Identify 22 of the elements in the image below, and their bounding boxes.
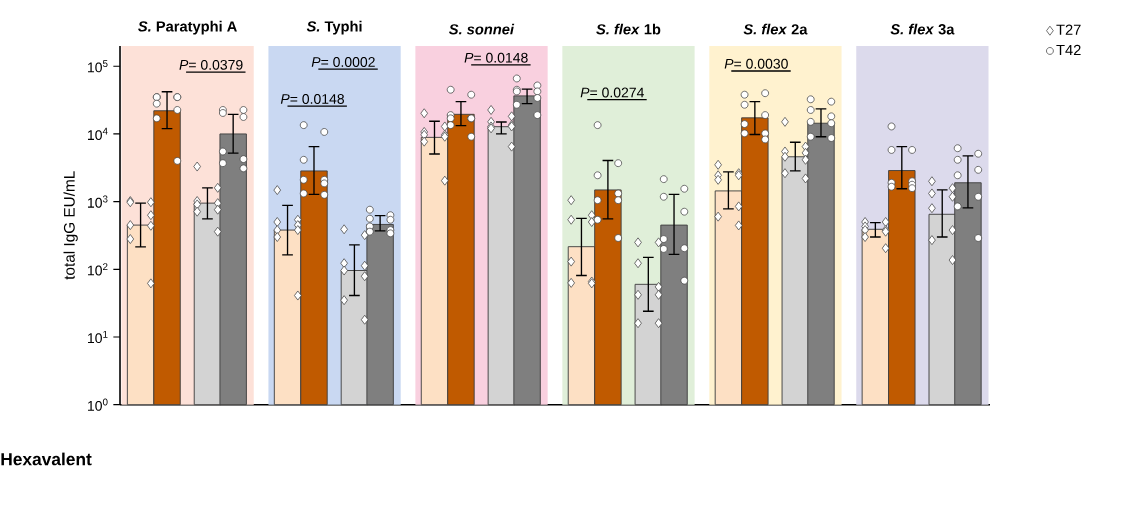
y-tick-label: 10$^{2}$	[88, 263, 108, 276]
x-tick-label: S. sonnei	[448, 23, 515, 35]
y-tick-label: 10$^{3}$	[88, 195, 108, 208]
x-tick-label: S. flex 3a	[890, 23, 955, 35]
x-tick-label: S. Paratyphi A	[138, 20, 237, 35]
annotation: P= 0.0002	[311, 57, 375, 67]
text: Hexavalent	[1, 452, 92, 466]
x-tick-label: S. Typhi	[306, 20, 362, 35]
x-tick-label: S. flex 1b	[596, 23, 661, 35]
y-tick-label: 10$^{5}$	[88, 60, 108, 73]
legend-label: T42	[1056, 44, 1081, 56]
annotation: P= 0.0274	[580, 87, 644, 98]
annotation: P= 0.0379	[179, 59, 243, 70]
y-axis-title: total IgG EU/mL	[63, 171, 78, 280]
legend-label: T27	[1056, 24, 1081, 35]
y-tick-label: 10$^{1}$	[88, 330, 108, 344]
annotation: P= 0.0030	[724, 58, 788, 69]
annotation: P= 0.0148	[464, 52, 528, 63]
annotation: P= 0.0148	[280, 93, 344, 104]
y-tick-label: 10$^{0}$	[88, 398, 108, 411]
x-tick-label: S. flex 2a	[743, 23, 808, 35]
y-tick-label: 10$^{4}$	[88, 127, 108, 141]
